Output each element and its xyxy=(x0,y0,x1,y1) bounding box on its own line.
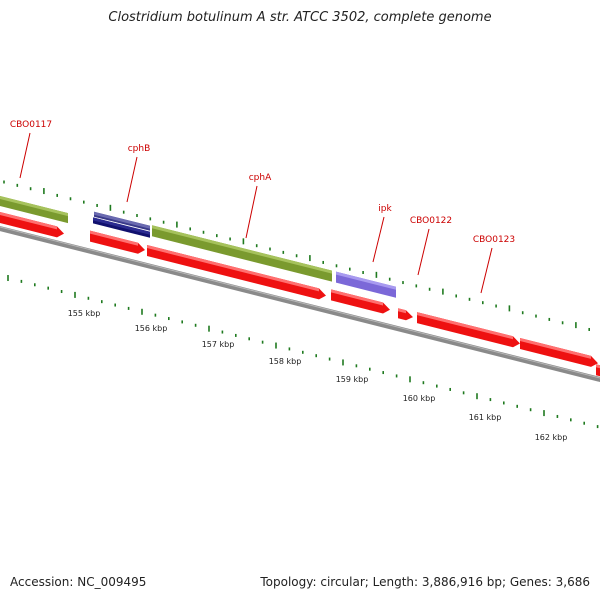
genome-backbone xyxy=(0,225,600,383)
gene-callouts: CBO0117 cphB cphA ipk CBO0122 CBO0123 xyxy=(10,120,515,294)
gene-red-arrow-highlight xyxy=(596,364,600,369)
gene-red-arrow-highlight xyxy=(90,230,138,246)
gene-label: CBO0117 xyxy=(10,120,52,130)
gene-label: cphA xyxy=(249,173,272,183)
gene-label: CBO0122 xyxy=(410,216,452,226)
kbp-scale-label: 158 kbp xyxy=(269,357,302,366)
gene-cphb-feature-highlight xyxy=(94,211,150,229)
gene-cpha-feature-highlight xyxy=(152,225,332,274)
kbp-scale-label: 155 kbp xyxy=(68,309,101,318)
backbone-line xyxy=(0,225,600,383)
kbp-scale-label: 156 kbp xyxy=(135,324,168,333)
gene-cphb-feature-dark-highlight xyxy=(93,217,150,235)
gene-callout-line xyxy=(372,216,385,263)
gene-red-arrow-highlight xyxy=(520,338,591,359)
gene-label: CBO0123 xyxy=(473,235,515,245)
gene-callout-line xyxy=(245,185,258,239)
gene-cbo0117-feature-highlight xyxy=(0,195,68,217)
topology-text: Topology: circular; Length: 3,886,916 bp… xyxy=(260,575,590,589)
gene-label: cphB xyxy=(128,144,151,154)
inner-scale-ticks xyxy=(7,275,599,429)
gene-red-arrow-highlight xyxy=(331,289,383,306)
gene-callout-line xyxy=(19,132,31,179)
gene-red-arrow-highlight xyxy=(417,312,513,340)
map-title: Clostridium botulinum A str. ATCC 3502, … xyxy=(108,10,492,25)
kbp-scale-label: 161 kbp xyxy=(469,413,502,422)
backbone-highlight xyxy=(0,226,600,379)
gene-callout-line xyxy=(480,247,493,294)
accession-text: Accession: NC_009495 xyxy=(10,575,147,589)
kbp-scale-label: 160 kbp xyxy=(403,394,436,403)
gene-label: ipk xyxy=(378,204,392,214)
kbp-scale-label: 157 kbp xyxy=(202,340,235,349)
gene-callout-line xyxy=(417,228,430,276)
gene-red-arrow-highlight xyxy=(147,245,319,292)
gene-red-arrow-highlight xyxy=(0,211,57,230)
kbp-scale-label: 159 kbp xyxy=(336,375,369,384)
gene-red-arrow-highlight xyxy=(398,308,406,314)
gene-ipk-feature-highlight xyxy=(336,271,396,290)
gene-features xyxy=(0,195,600,377)
outer-gc-ticks xyxy=(3,180,591,331)
gene-callout-line xyxy=(126,156,138,203)
kbp-scale-label: 162 kbp xyxy=(535,433,568,442)
scale-labels: 155 kbp 156 kbp 157 kbp 158 kbp 159 kbp 160 k… xyxy=(68,309,568,442)
